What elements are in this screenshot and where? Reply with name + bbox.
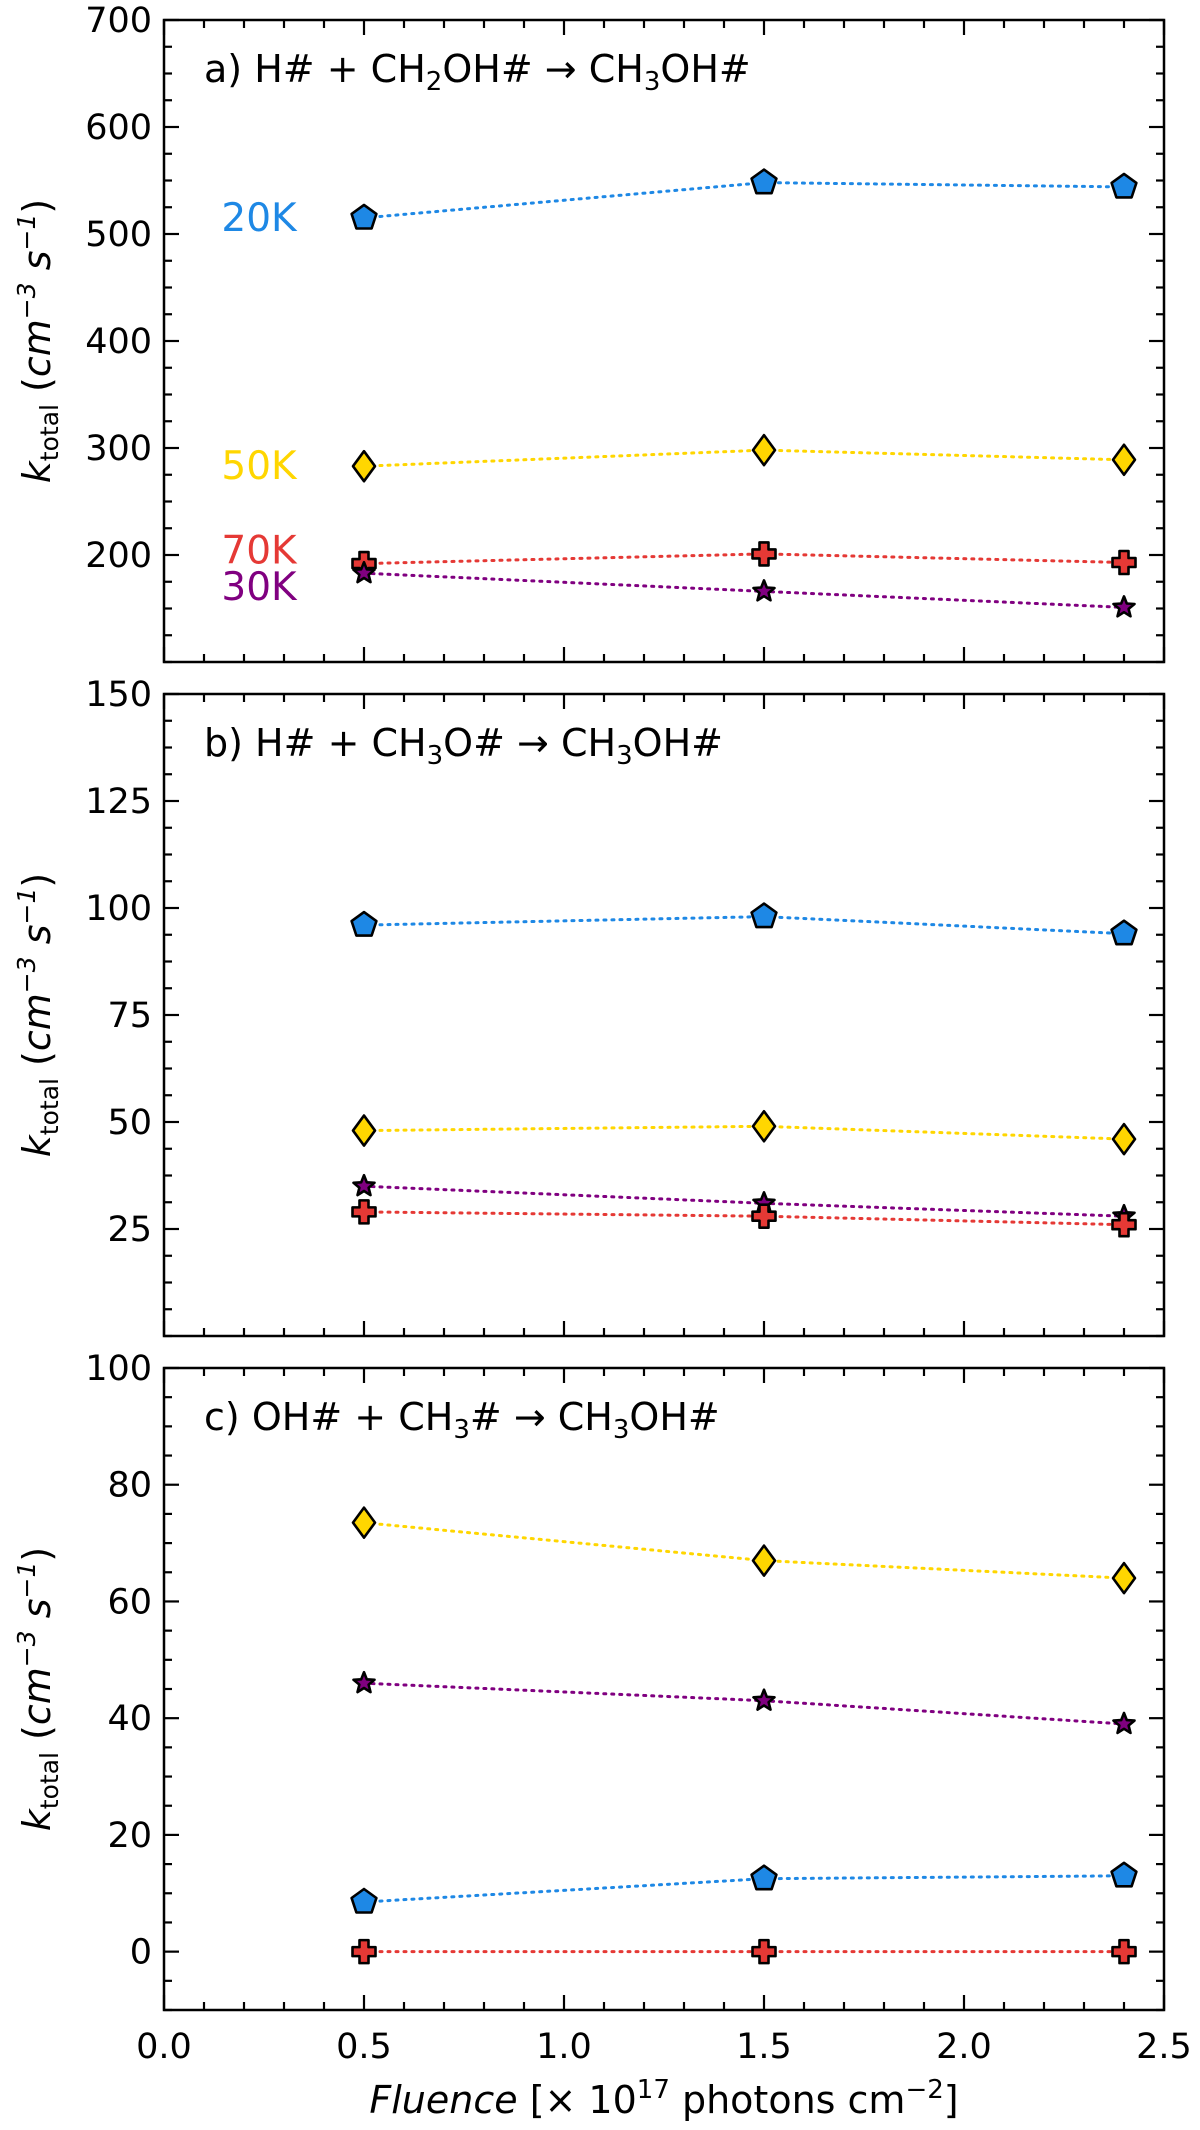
panel-a-chart: 200 300 400 500 600 700 ktotal (cm−3 s−1) a) H#… [12, 1, 1166, 664]
marker-70K [1111, 1938, 1137, 1965]
x-tick-label: 2.5 [1136, 2027, 1192, 2067]
y-tick-label: 400 [85, 322, 152, 362]
series-line-20K [362, 1874, 1126, 1904]
marker-30K [752, 1688, 776, 1711]
y-axis-title: ktotal (cm−3 s−1) [12, 199, 64, 483]
y-tick-label: 50 [107, 1103, 152, 1143]
marker-30K [352, 560, 376, 584]
series-line-20K [362, 915, 1126, 936]
series-line-50K [362, 1124, 1126, 1141]
marker-70K [1111, 549, 1137, 576]
x-tick-label: 0.0 [136, 2027, 192, 2067]
y-tick-label: 300 [85, 429, 152, 469]
series-label-20K: 20K [221, 196, 298, 241]
y-tick-label: 25 [107, 1210, 152, 1250]
y-tick-label: 75 [107, 996, 152, 1036]
x-axis-title: Fluence [× 1017 photons cm−2] [369, 2075, 958, 2122]
x-tick-label: 1.0 [536, 2027, 592, 2067]
plot-frame [162, 1366, 1166, 2012]
y-tick-label: 0 [130, 1933, 152, 1973]
y-tick-label: 150 [85, 675, 152, 715]
marker-50K [751, 1109, 777, 1143]
marker-50K [1111, 1561, 1137, 1595]
y-tick-label: 600 [85, 108, 152, 148]
marker-20K [750, 168, 778, 195]
marker-50K [351, 449, 377, 483]
plot-frame [162, 18, 1166, 664]
series-line-70K [362, 552, 1126, 566]
series-label-30K: 30K [221, 565, 298, 610]
panel-c-chart: 0 20 40 60 80 100 ktotal (cm−3 s−1) c) OH# + CH… [12, 1349, 1192, 2122]
marker-30K [752, 579, 776, 602]
marker-20K [1110, 919, 1138, 946]
y-tick-label: 60 [107, 1582, 152, 1622]
marker-70K [751, 541, 777, 567]
panel-title: b) H# + CH3​O# → CH3​OH# [204, 721, 723, 771]
y-tick-label: 200 [85, 536, 152, 576]
series-line-70K [362, 1210, 1126, 1227]
marker-50K [1111, 1122, 1137, 1156]
marker-50K [751, 433, 777, 467]
marker-20K [1110, 172, 1138, 199]
series-line-20K [362, 181, 1126, 220]
y-tick-label: 700 [85, 1, 152, 41]
marker-20K [350, 1887, 378, 1914]
x-tick-label: 0.5 [336, 2027, 392, 2067]
marker-50K [351, 1506, 377, 1539]
marker-30K [352, 1173, 376, 1197]
series-line-50K [362, 448, 1126, 468]
y-tick-label: 20 [107, 1816, 152, 1856]
marker-50K [1111, 443, 1137, 477]
marker-20K [750, 902, 778, 929]
panel-b-chart: 25 50 75 100 125 150 ktotal (cm−3 s−1) b) H# + … [12, 675, 1166, 1338]
series-line-30K [362, 1681, 1126, 1726]
y-axis-title: ktotal (cm−3 s−1) [12, 873, 64, 1157]
y-tick-label: 100 [85, 889, 152, 929]
marker-20K [750, 1864, 778, 1891]
marker-30K [1112, 1711, 1136, 1735]
y-tick-label: 100 [85, 1349, 152, 1389]
panel-title: a) H# + CH2​OH# → CH3​OH# [204, 47, 751, 97]
marker-70K [351, 1938, 377, 1965]
y-tick-label: 40 [107, 1699, 152, 1739]
y-tick-label: 125 [85, 782, 152, 822]
marker-20K [350, 203, 378, 230]
marker-50K [351, 1114, 377, 1147]
y-tick-label: 500 [85, 215, 152, 255]
x-tick-label: 2.0 [936, 2027, 992, 2067]
y-axis-title: ktotal (cm−3 s−1) [12, 1547, 64, 1831]
marker-70K [351, 1199, 377, 1225]
marker-70K [751, 1938, 777, 1965]
marker-50K [751, 1544, 777, 1577]
marker-30K [352, 1670, 376, 1694]
marker-30K [1112, 595, 1136, 618]
panel-title: c) OH# + CH3​# → CH3​OH# [204, 1395, 720, 1445]
x-tick-label: 1.5 [736, 2027, 792, 2067]
marker-20K [350, 910, 378, 937]
plot-frame [162, 692, 1166, 1338]
marker-70K [1111, 1211, 1137, 1238]
marker-20K [1110, 1861, 1138, 1888]
y-tick-label: 80 [107, 1466, 152, 1506]
series-line-30K [362, 571, 1126, 609]
series-label-70K: 70K [221, 529, 298, 574]
series-label-50K: 50K [221, 444, 298, 489]
marker-70K [751, 1203, 777, 1229]
series-line-50K [362, 1521, 1126, 1580]
